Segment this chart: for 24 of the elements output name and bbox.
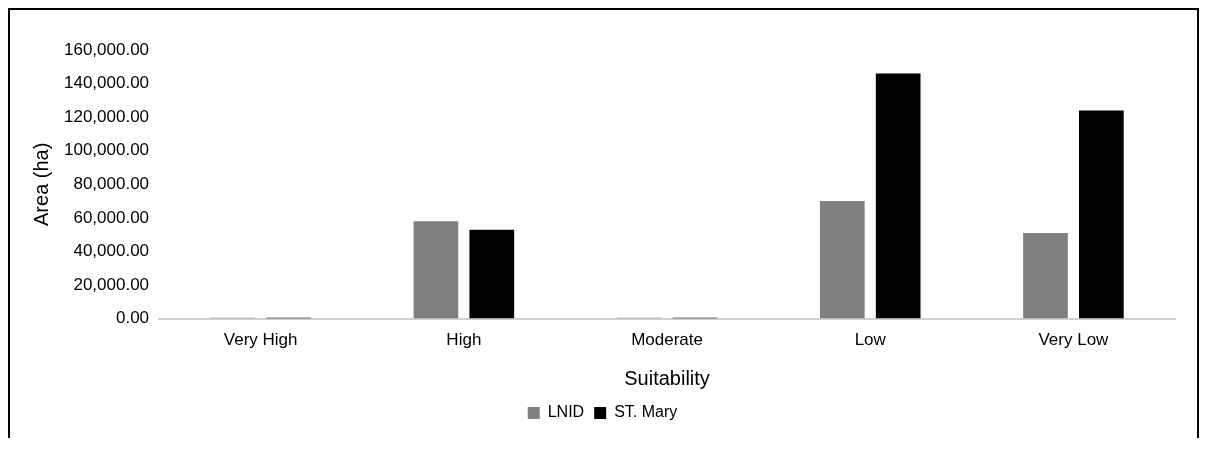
y-tick-label: 80,000.00 (73, 173, 150, 193)
y-tick-label: 0.00 (115, 308, 150, 328)
x-tick-label: Very Low (1038, 330, 1110, 350)
y-tick-label: 40,000.00 (73, 241, 150, 261)
x-tick-label: Moderate (631, 330, 703, 350)
legend-label: LNID (547, 403, 585, 421)
bar (469, 229, 515, 319)
legend-label: ST. Mary (614, 403, 678, 421)
y-tick-label: 100,000.00 (63, 140, 150, 160)
x-axis-title: Suitability (624, 366, 710, 389)
bar (819, 201, 865, 319)
y-tick-label: 20,000.00 (73, 274, 150, 294)
x-tick-label: Very High (223, 330, 298, 350)
y-tick-label: 140,000.00 (63, 73, 150, 93)
bar (1079, 110, 1124, 319)
y-tick-label: 60,000.00 (73, 207, 150, 227)
y-tick-label: 160,000.00 (63, 39, 150, 59)
bar (875, 73, 921, 319)
y-axis-title: Area (ha) (29, 142, 52, 226)
bar (413, 221, 459, 319)
x-tick-label: High (446, 330, 482, 350)
bar (1023, 232, 1068, 319)
y-tick-label: 120,000.00 (63, 106, 150, 126)
x-tick-label: Low (854, 330, 887, 350)
